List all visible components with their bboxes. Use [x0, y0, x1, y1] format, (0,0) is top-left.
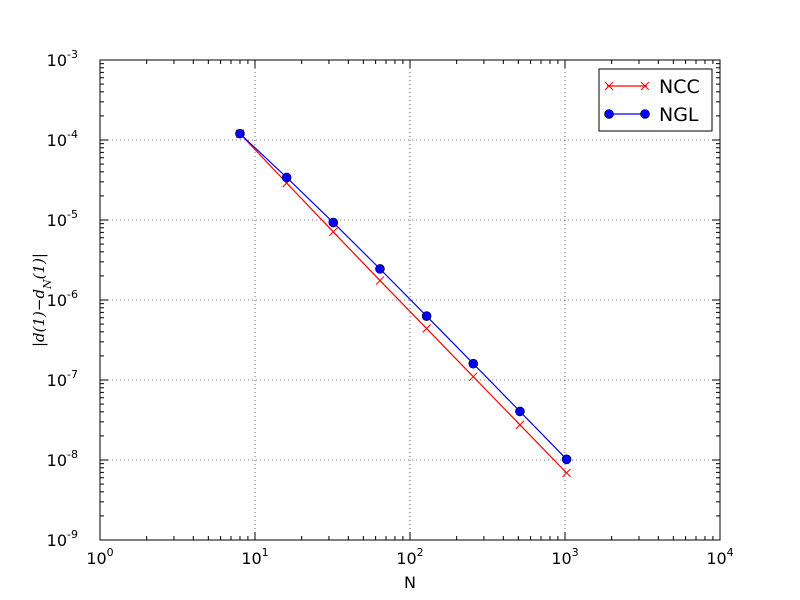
data-point-ngl: [421, 311, 432, 321]
legend-marker-ngl: [604, 109, 614, 119]
ticks: [99, 59, 721, 541]
data-point-ncc: [515, 420, 525, 430]
data-point-ngl: [468, 358, 479, 369]
tick-labels: 100 101 102 103 104 10-9 10-8 10-7 10-6 10-5 10-4 1…: [47, 48, 734, 568]
y-tick-label: 10-5: [47, 208, 78, 230]
y-tick-label: 10-6: [47, 288, 78, 310]
y-axis-label: |d(1)−dN(1)|: [30, 253, 54, 347]
data-point-ncc: [468, 372, 478, 382]
x-tick-label: 102: [396, 546, 423, 568]
data-point-ncc: [422, 324, 431, 333]
data-point-ncc: [375, 276, 385, 285]
legend-marker-ncc: [604, 81, 614, 91]
x-tick-label: 101: [241, 546, 268, 568]
y-tick-label: 10-9: [47, 528, 78, 550]
data-point-ngl: [375, 264, 385, 274]
legend-marker-ncc: [640, 81, 650, 91]
y-axis-label-pre: |d(1)−d: [30, 289, 48, 347]
x-axis-label: N: [404, 573, 416, 592]
data-point-ngl: [235, 128, 245, 139]
legend-label-ngl: NGL: [659, 104, 699, 126]
data-point-ngl: [561, 454, 572, 465]
data-point-ngl: [281, 172, 292, 183]
series-layer: [235, 128, 572, 478]
y-tick-label: 10-4: [47, 128, 78, 150]
x-tick-label: 104: [706, 546, 733, 568]
y-axis-label-sub: N: [41, 279, 54, 290]
y-axis-label-post: (1)|: [30, 253, 48, 279]
legend-marker-ngl: [640, 109, 650, 119]
x-tick-label: 100: [86, 546, 113, 568]
series-line-ngl: [239, 133, 568, 460]
legend-box: [598, 68, 713, 132]
series-line-ncc: [239, 133, 568, 474]
x-tick-label: 103: [551, 546, 578, 568]
data-point-ncc: [562, 468, 571, 478]
y-tick-label: 10-7: [47, 368, 78, 390]
data-point-ngl: [515, 406, 525, 417]
y-tick-label: 10-3: [47, 48, 78, 70]
legend: NCC NGL: [598, 68, 713, 132]
legend-label-ncc: NCC: [659, 76, 700, 98]
data-point-ncc: [328, 227, 338, 237]
y-tick-label: 10-8: [47, 448, 78, 470]
data-point-ngl: [328, 217, 339, 228]
